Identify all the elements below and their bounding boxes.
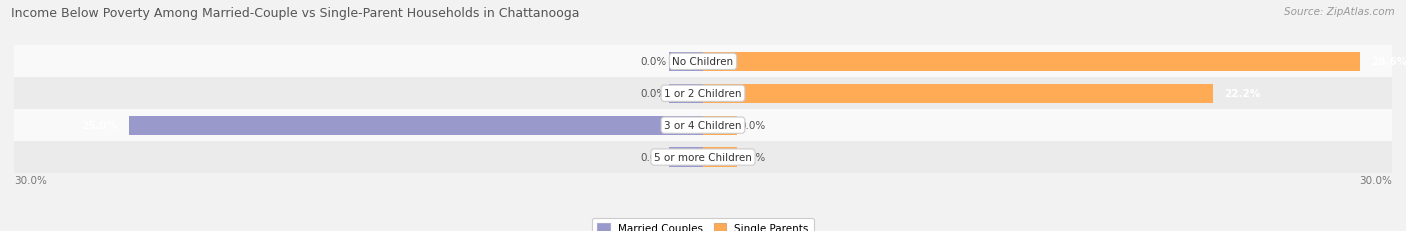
- Text: 0.0%: 0.0%: [740, 152, 766, 162]
- Text: 22.2%: 22.2%: [1225, 89, 1261, 99]
- Text: 0.0%: 0.0%: [740, 121, 766, 131]
- Bar: [703, 84, 1213, 103]
- Bar: [14, 141, 1392, 173]
- Bar: [669, 148, 703, 167]
- Text: 0.0%: 0.0%: [640, 57, 666, 67]
- Text: Income Below Poverty Among Married-Couple vs Single-Parent Households in Chattan: Income Below Poverty Among Married-Coupl…: [11, 7, 579, 20]
- Text: 25.0%: 25.0%: [82, 121, 117, 131]
- Bar: [14, 78, 1392, 110]
- Text: 30.0%: 30.0%: [1360, 175, 1392, 185]
- Text: 3 or 4 Children: 3 or 4 Children: [664, 121, 742, 131]
- Bar: [703, 53, 1360, 72]
- Text: 30.0%: 30.0%: [14, 175, 46, 185]
- Legend: Married Couples, Single Parents: Married Couples, Single Parents: [592, 218, 814, 231]
- Text: 28.6%: 28.6%: [1371, 57, 1406, 67]
- Text: No Children: No Children: [672, 57, 734, 67]
- Text: Source: ZipAtlas.com: Source: ZipAtlas.com: [1284, 7, 1395, 17]
- Bar: [703, 148, 738, 167]
- Text: 0.0%: 0.0%: [640, 89, 666, 99]
- Bar: [703, 116, 738, 135]
- Bar: [669, 84, 703, 103]
- Bar: [14, 46, 1392, 78]
- Bar: [129, 116, 703, 135]
- Text: 0.0%: 0.0%: [640, 152, 666, 162]
- Text: 1 or 2 Children: 1 or 2 Children: [664, 89, 742, 99]
- Text: 5 or more Children: 5 or more Children: [654, 152, 752, 162]
- Bar: [14, 110, 1392, 141]
- Bar: [669, 53, 703, 72]
